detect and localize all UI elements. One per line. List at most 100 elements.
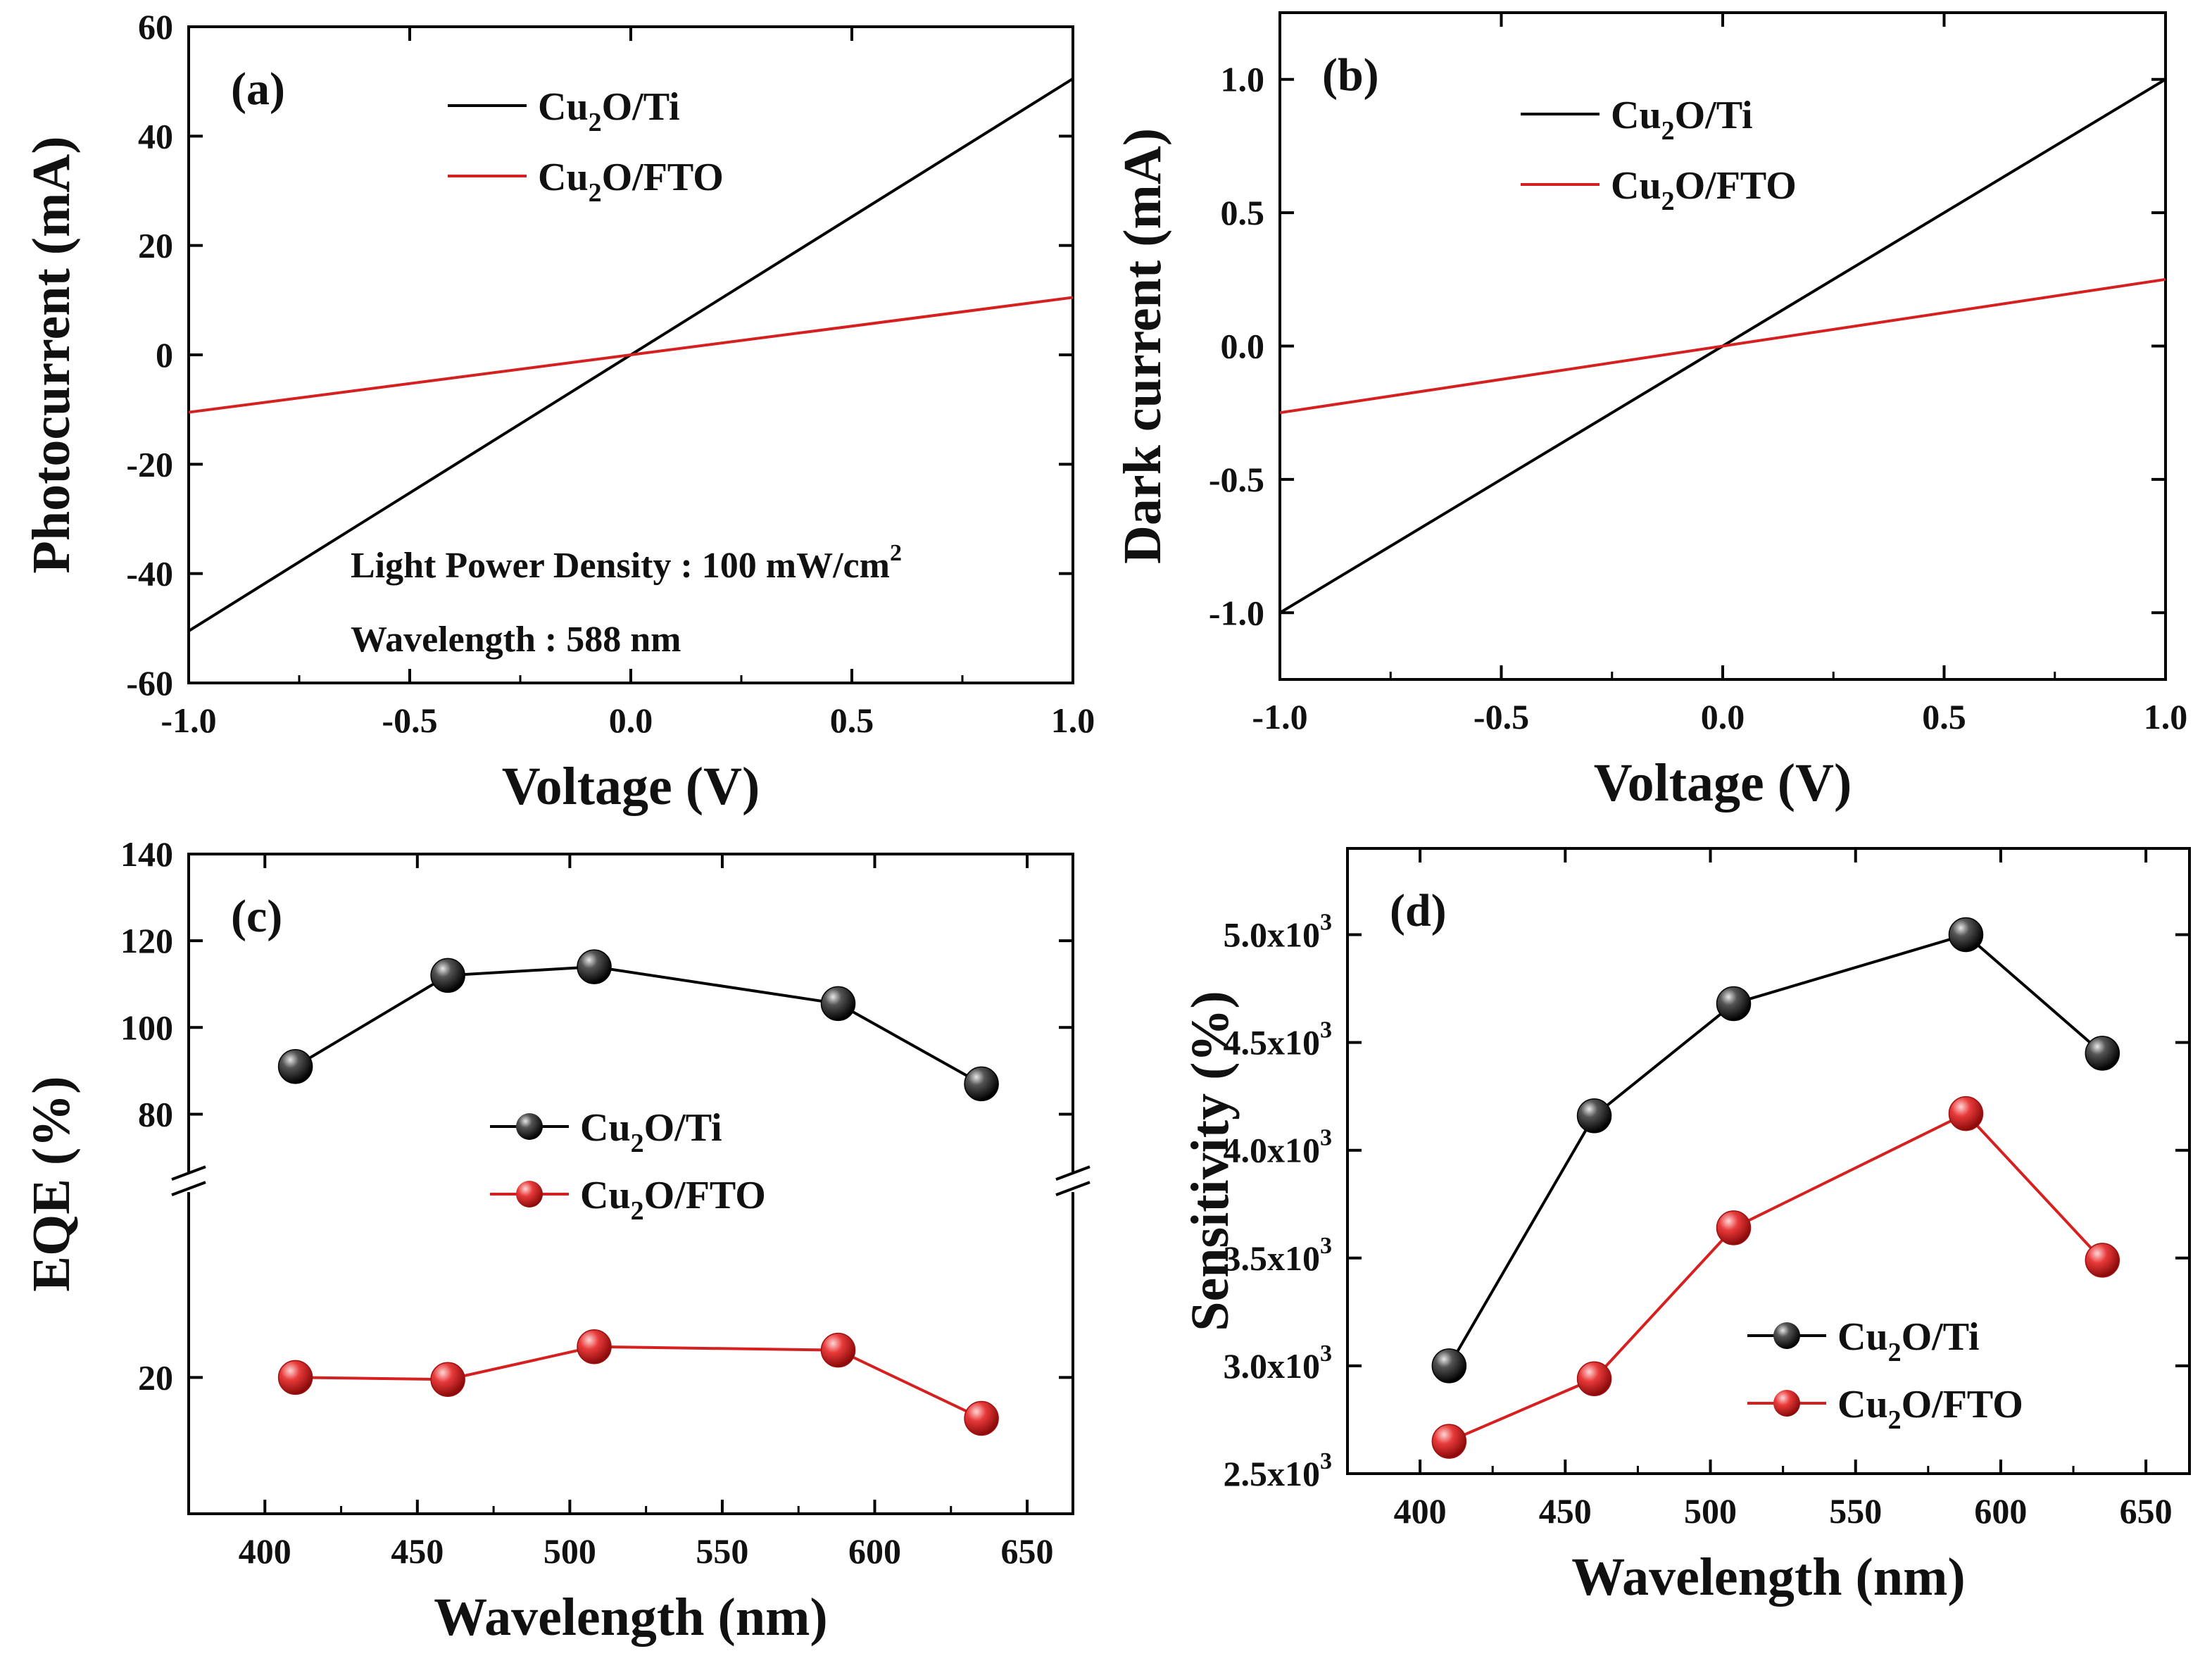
data-point bbox=[820, 1332, 856, 1368]
legend-text-rest: O/FTO bbox=[644, 1174, 766, 1217]
annotation-superscript: 2 bbox=[890, 540, 902, 566]
annotation-light-power-density: Light Power Density : 100 mW/cm2 bbox=[351, 540, 902, 586]
panel-label-c: (c) bbox=[231, 891, 282, 942]
legend-text-main: Cu bbox=[1837, 1383, 1888, 1426]
data-point bbox=[2085, 1036, 2120, 1071]
x-axis-title-d: Wavelength (nm) bbox=[1571, 1548, 1965, 1607]
legend-text-rest: O/Ti bbox=[644, 1106, 722, 1150]
annotation-text: Light Power Density : 100 mW/cm bbox=[351, 546, 890, 586]
y-tick-label: 120 bbox=[120, 921, 173, 960]
legend-text-main: Cu bbox=[580, 1106, 631, 1150]
y-tick-exponent: 3 bbox=[1320, 1341, 1332, 1367]
x-tick-label: 0.0 bbox=[609, 701, 653, 740]
legend-entry: Cu2O/Ti bbox=[538, 85, 680, 137]
y-tick-label: 80 bbox=[138, 1094, 173, 1134]
legend-text-rest: O/Ti bbox=[1902, 1315, 1980, 1359]
panel-a-photocurrent-chart: -1.0 -0.5 0.0 0.5 1.0 Voltage (V) -60 -40 -20 0 20… bbox=[22, 7, 1095, 816]
data-point bbox=[1716, 986, 1752, 1022]
legend-entry: Cu2O/Ti bbox=[1611, 94, 1753, 146]
data-point bbox=[1576, 1361, 1612, 1397]
series-line bbox=[295, 1345, 982, 1420]
x-tick-label: 1.0 bbox=[1051, 701, 1095, 740]
panel-b-dark-current-chart: -1.0 -0.5 0.0 0.5 1.0 Voltage (V) -1.0 -0.5 0.0 0… bbox=[1113, 11, 2188, 813]
legend-marker bbox=[516, 1113, 543, 1140]
y-axis-title-c: EQE (%) bbox=[22, 1076, 81, 1291]
y-axis-title-a: Photocurrent (mA) bbox=[22, 136, 81, 573]
legend-text-subscript: 2 bbox=[589, 178, 602, 208]
panel-label-a: (a) bbox=[231, 63, 285, 115]
y-tick-label: -1.0 bbox=[1209, 593, 1264, 632]
legend-entry: Cu2O/FTO bbox=[538, 156, 724, 208]
y-tick-label: 3.0x103 bbox=[1224, 1341, 1333, 1386]
legend-text-subscript: 2 bbox=[631, 1129, 644, 1158]
data-point bbox=[430, 958, 465, 993]
y-tick-label: 5.0x103 bbox=[1224, 909, 1333, 954]
axis-break-mark bbox=[171, 1165, 206, 1181]
series-line bbox=[188, 296, 1074, 414]
legend-text-rest: O/FTO bbox=[1675, 164, 1797, 208]
data-point bbox=[964, 1400, 999, 1436]
y-tick-label: -40 bbox=[126, 554, 173, 594]
y-tick-label: 4.0x103 bbox=[1224, 1125, 1333, 1170]
legend-text-subscript: 2 bbox=[1661, 116, 1675, 146]
legend-entry: Cu2O/FTO bbox=[1837, 1383, 2023, 1435]
y-tick-label: 0.5 bbox=[1221, 193, 1265, 232]
y-tick-label: 0.0 bbox=[1221, 327, 1265, 366]
series-line bbox=[1279, 277, 2166, 415]
x-tick-label: 1.0 bbox=[2144, 697, 2188, 736]
x-axis-title-c: Wavelength (nm) bbox=[434, 1588, 827, 1647]
y-tick-exponent: 3 bbox=[1320, 1017, 1332, 1043]
x-tick-label: 650 bbox=[2120, 1491, 2173, 1531]
legend-text-main: Cu bbox=[580, 1174, 631, 1217]
y-tick-label: 40 bbox=[138, 116, 173, 156]
legend-text-rest: O/Ti bbox=[1675, 94, 1753, 137]
legend-text-subscript: 2 bbox=[589, 108, 602, 137]
legend-text-subscript: 2 bbox=[1888, 1338, 1902, 1367]
legend-text-rest: O/FTO bbox=[602, 156, 724, 199]
data-point bbox=[430, 1362, 465, 1398]
y-tick-base: 3.0x10 bbox=[1224, 1346, 1321, 1386]
data-point bbox=[577, 949, 612, 984]
data-point bbox=[1431, 1348, 1467, 1384]
x-axis-title-a: Voltage (V) bbox=[502, 757, 760, 816]
y-tick-label: 100 bbox=[120, 1008, 173, 1047]
y-axis-title-d: Sensitivity (%) bbox=[1181, 991, 1240, 1331]
legend-marker bbox=[1773, 1322, 1800, 1349]
x-tick-label: 450 bbox=[1539, 1491, 1592, 1531]
legend-entry: Cu2O/FTO bbox=[580, 1174, 766, 1226]
legend-entry: Cu2O/FTO bbox=[1611, 164, 1797, 216]
x-tick-label: 650 bbox=[1001, 1531, 1054, 1571]
x-tick-label: -0.5 bbox=[1473, 697, 1529, 736]
data-point bbox=[277, 1360, 313, 1395]
y-tick-label: 20 bbox=[138, 226, 173, 265]
legend-marker bbox=[1773, 1390, 1800, 1417]
legend-text-main: Cu bbox=[538, 156, 589, 199]
x-tick-label: 550 bbox=[696, 1531, 748, 1571]
x-tick-label: -0.5 bbox=[382, 701, 437, 740]
y-tick-base: 4.0x10 bbox=[1224, 1131, 1321, 1170]
y-tick-exponent: 3 bbox=[1320, 1125, 1332, 1151]
axis-break-mark bbox=[1055, 1181, 1091, 1197]
y-tick-label: 4.5x103 bbox=[1224, 1017, 1333, 1062]
data-point bbox=[1431, 1424, 1467, 1459]
x-tick-label: 400 bbox=[1394, 1491, 1447, 1531]
y-tick-label: 140 bbox=[120, 834, 173, 874]
legend-text-subscript: 2 bbox=[1661, 187, 1675, 216]
data-point bbox=[1716, 1210, 1752, 1246]
x-axis-title-b: Voltage (V) bbox=[1594, 753, 1852, 813]
y-tick-label: -60 bbox=[126, 663, 173, 703]
axis-break-mark bbox=[1055, 1165, 1091, 1181]
series-line bbox=[294, 965, 983, 1086]
x-tick-label: 600 bbox=[848, 1531, 901, 1571]
y-tick-base: 2.5x10 bbox=[1224, 1454, 1321, 1493]
plot-frame-d bbox=[1346, 847, 2191, 1475]
x-tick-label: 550 bbox=[1829, 1491, 1882, 1531]
x-tick-label: -1.0 bbox=[161, 701, 216, 740]
legend-entry: Cu2O/Ti bbox=[580, 1106, 722, 1158]
y-tick-label: 1.0 bbox=[1221, 60, 1265, 99]
y-tick-label: 60 bbox=[138, 7, 173, 46]
y-tick-label: 20 bbox=[138, 1357, 173, 1397]
x-tick-label: 450 bbox=[391, 1531, 444, 1571]
y-axis-title-b: Dark current (mA) bbox=[1113, 128, 1172, 564]
